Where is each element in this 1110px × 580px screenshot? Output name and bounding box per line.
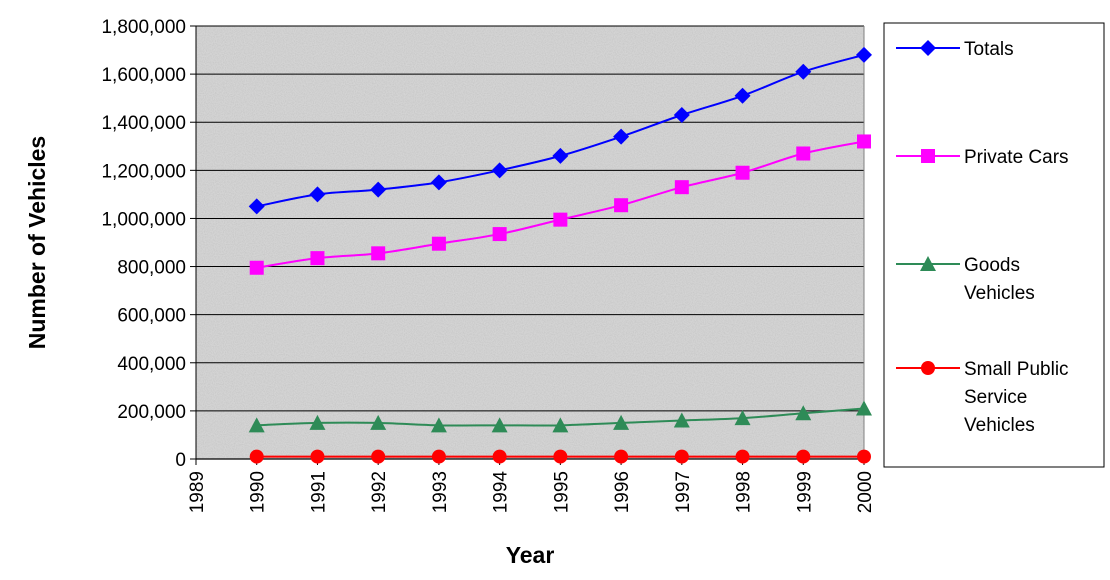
data-point [795, 63, 812, 80]
y-tick-labels: 0 200,000 400,000 600,000 800,000 1,000,000 1,… [101, 17, 186, 471]
series [248, 46, 872, 464]
x-tick-label: 1993 [430, 471, 451, 513]
x-tick-label: 1996 [612, 471, 633, 513]
data-point [613, 128, 630, 145]
y-tick-label: 1,400,000 [101, 113, 186, 134]
x-axis-title: Year [506, 542, 555, 568]
y-axis-title: Number of Vehicles [24, 136, 50, 349]
data-point [674, 180, 689, 195]
x-tick-label: 1994 [491, 471, 512, 514]
data-point [735, 449, 750, 464]
y-tick-label: 200,000 [117, 402, 186, 423]
series-0 [248, 46, 872, 215]
data-point [614, 449, 629, 464]
legend-label: Small Public [964, 359, 1069, 380]
legend-marker [920, 40, 936, 56]
data-point [371, 449, 386, 464]
legend-item-2: Goods Vehicles [896, 255, 1035, 304]
data-point [430, 417, 447, 433]
data-point [249, 260, 264, 275]
series-2 [248, 400, 872, 433]
x-tick-label: 1998 [734, 471, 755, 513]
data-point [492, 449, 507, 464]
legend-label: Goods [964, 255, 1020, 276]
data-point [249, 449, 264, 464]
legend-marker [921, 361, 935, 375]
plot-texture [196, 26, 864, 459]
data-point [431, 449, 446, 464]
data-point [370, 414, 387, 430]
x-tick-label: 1991 [308, 471, 329, 513]
legend-marker [921, 149, 935, 163]
data-point [734, 410, 751, 426]
data-point [552, 147, 569, 164]
data-point [310, 251, 325, 266]
y-tick-label: 600,000 [117, 306, 186, 327]
data-point [492, 227, 507, 242]
data-point [310, 449, 325, 464]
y-tick-label: 400,000 [117, 354, 186, 375]
legend-item-3: Small Public Service Vehicles [896, 359, 1069, 436]
data-point [673, 107, 690, 124]
y-tick-label: 800,000 [117, 258, 186, 279]
data-point [857, 134, 871, 149]
x-tick-label: 1995 [551, 471, 572, 513]
data-point [613, 414, 630, 430]
data-point [856, 46, 872, 63]
data-point [431, 236, 446, 251]
legend-marker [920, 256, 936, 271]
y-tick-label: 1,600,000 [101, 65, 186, 86]
y-tick-label: 1,000,000 [101, 209, 186, 230]
legend-label: Totals [964, 39, 1014, 60]
y-tick-label: 0 [175, 450, 186, 471]
data-point [248, 198, 265, 215]
data-point [795, 405, 812, 421]
legend-box [883, 22, 1105, 468]
data-point [309, 414, 326, 430]
legend-label: Vehicles [964, 415, 1035, 436]
x-tick-label: 1997 [673, 471, 694, 513]
legend-label: Service [964, 387, 1027, 408]
data-point [552, 417, 569, 433]
x-tick-label: 1989 [187, 471, 208, 513]
data-point [553, 449, 568, 464]
legend-item-1: Private Cars [896, 147, 1069, 168]
data-point [857, 449, 871, 464]
legend-item-0: Totals [896, 39, 1014, 60]
data-point [796, 146, 811, 161]
series-3 [249, 449, 871, 464]
data-point [309, 186, 326, 203]
data-point [370, 181, 387, 198]
y-tick-label: 1,200,000 [101, 161, 186, 182]
y-tick-label: 1,800,000 [101, 17, 186, 38]
axes [195, 26, 865, 465]
data-point [430, 174, 447, 191]
x-tick-labels: 1989 1990 1991 1992 1993 1994 1995 1996 1997 1998… [187, 471, 876, 514]
data-point [248, 417, 265, 433]
data-point [673, 412, 690, 428]
x-tick-label: 1992 [369, 471, 390, 513]
x-tick-label: 1999 [794, 471, 815, 513]
data-point [856, 400, 872, 416]
data-point [674, 449, 689, 464]
data-point [796, 449, 811, 464]
x-tick-label: 2000 [855, 471, 876, 513]
series-1 [249, 134, 871, 275]
data-point [735, 165, 750, 180]
data-point [553, 212, 568, 227]
legend-label: Private Cars [964, 147, 1069, 168]
x-tick-label: 1990 [248, 471, 269, 513]
data-point [371, 246, 386, 261]
data-point [734, 87, 751, 104]
plot-area [196, 26, 864, 459]
legend-label: Vehicles [964, 283, 1035, 304]
data-point [491, 162, 508, 179]
data-point [491, 417, 508, 433]
data-point [614, 198, 629, 213]
